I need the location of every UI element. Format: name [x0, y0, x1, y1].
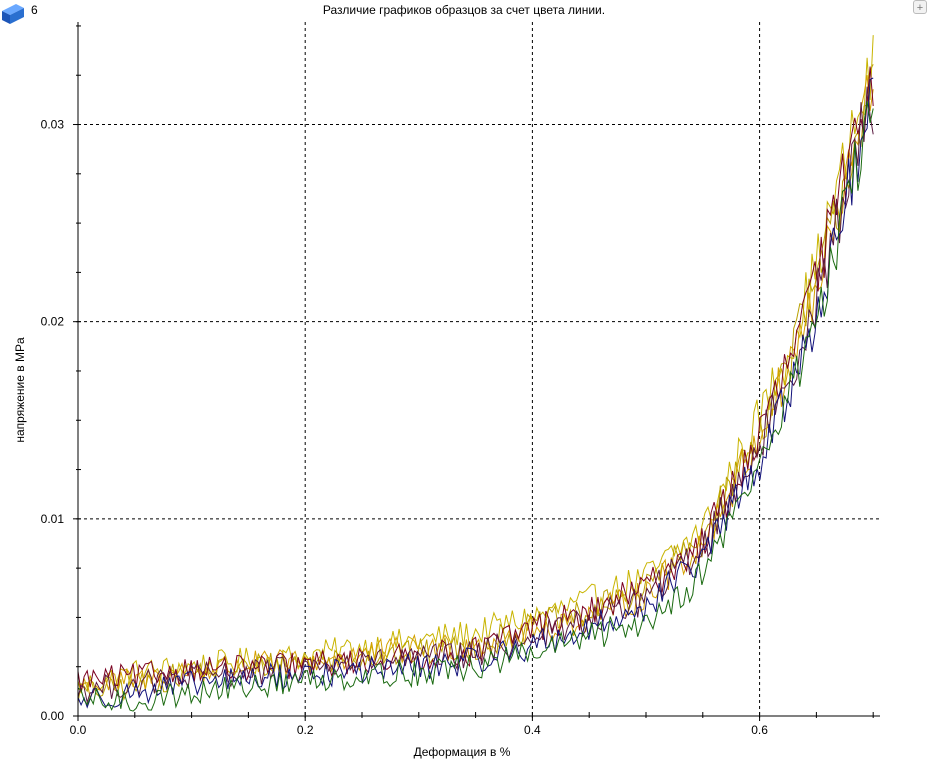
axis-ticks: 0.0 0.2 0.4 0.6 0.00 0.01 0.02 0.03: [41, 25, 874, 737]
series-line: [77, 35, 874, 694]
y-tick-label: 0.02: [41, 315, 65, 329]
y-axis-title: напряжение в MPa: [13, 337, 27, 443]
x-axis-title: Деформация в %: [414, 745, 511, 759]
window-badge: 6: [31, 3, 38, 17]
series-line: [77, 77, 874, 709]
series-line: [77, 86, 874, 705]
series-line: [77, 66, 874, 693]
chart-title: Различие графиков образцов за счет цвета…: [323, 3, 605, 17]
blue-cube-icon: [2, 4, 24, 24]
x-tick-label: 0.6: [751, 723, 768, 737]
series-line: [77, 75, 874, 700]
axes: [77, 22, 880, 717]
y-tick-label: 0.03: [41, 118, 65, 132]
y-tick-label: 0.01: [41, 512, 65, 526]
x-tick-label: 0.4: [524, 723, 541, 737]
y-tick-label: 0.00: [41, 709, 65, 723]
series-line: [77, 64, 874, 703]
x-tick-label: 0.0: [70, 723, 87, 737]
series-line: [77, 101, 874, 712]
x-tick-label: 0.2: [297, 723, 314, 737]
grid-lines: [78, 22, 880, 716]
series-lines: [77, 35, 874, 712]
zoom-button[interactable]: +: [913, 0, 927, 14]
